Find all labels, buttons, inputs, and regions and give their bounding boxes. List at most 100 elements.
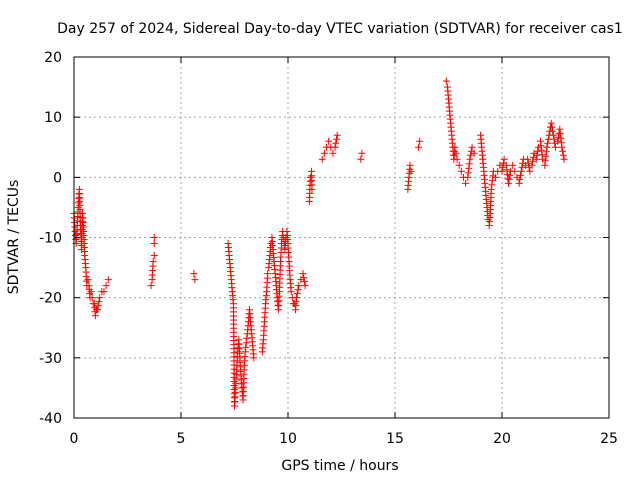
- y-tick-label: -20: [39, 291, 62, 307]
- data-point: [487, 185, 495, 193]
- x-tick-label: 25: [600, 431, 618, 447]
- data-point: [524, 159, 532, 167]
- data-point: [517, 167, 525, 175]
- chart-title: Day 257 of 2024, Sidereal Day-to-day VTE…: [57, 21, 623, 37]
- data-point: [533, 151, 541, 159]
- data-point: [442, 77, 450, 85]
- data-point: [543, 143, 551, 151]
- data-point: [554, 137, 562, 145]
- data-point: [557, 134, 565, 142]
- axis-ticks: 0 5 10 15 20 25 -40 -30 -20 -10 0 10 20: [39, 50, 618, 447]
- data-point: [499, 163, 507, 171]
- data-point: [506, 171, 514, 179]
- data-point: [293, 290, 301, 298]
- data-point: [502, 161, 510, 169]
- data-point: [492, 173, 500, 181]
- data-point: [516, 175, 524, 183]
- data-point: [320, 149, 328, 157]
- data-point: [488, 181, 496, 189]
- data-point: [504, 179, 512, 187]
- data-point: [241, 348, 249, 356]
- data-point: [541, 161, 549, 169]
- data-point: [549, 127, 557, 135]
- data-point: [149, 258, 157, 266]
- data-point: [509, 161, 517, 169]
- data-point: [538, 146, 546, 154]
- data-point: [541, 157, 549, 165]
- y-axis-label: SDTVAR / TECUs: [6, 180, 22, 295]
- data-point: [537, 142, 545, 150]
- data-point: [287, 288, 295, 296]
- data-point: [453, 155, 461, 163]
- data-marks: [70, 77, 568, 410]
- data-point: [515, 179, 523, 187]
- data-point: [542, 148, 550, 156]
- data-point: [358, 149, 366, 157]
- data-point: [557, 139, 565, 147]
- x-axis-label: GPS time / hours: [281, 458, 398, 474]
- data-point: [87, 288, 95, 296]
- data-point: [295, 282, 303, 290]
- data-point: [416, 137, 424, 145]
- data-point: [464, 173, 472, 181]
- data-point: [544, 139, 552, 147]
- y-tick-label: 20: [44, 50, 62, 66]
- data-point: [550, 135, 558, 143]
- data-point: [537, 137, 545, 145]
- data-point: [96, 294, 104, 302]
- data-point: [528, 161, 536, 169]
- data-point: [556, 125, 564, 133]
- data-point: [242, 343, 250, 351]
- x-tick-label: 0: [70, 431, 79, 447]
- data-point: [467, 151, 475, 159]
- data-point: [331, 143, 339, 151]
- data-point: [308, 185, 316, 193]
- data-point: [300, 278, 308, 286]
- data-point: [559, 147, 567, 155]
- data-point: [547, 119, 555, 127]
- data-point: [538, 151, 546, 159]
- data-point: [511, 167, 519, 175]
- data-point: [301, 282, 309, 290]
- data-point: [333, 131, 341, 139]
- x-tick-label: 15: [386, 431, 404, 447]
- data-point: [407, 167, 415, 175]
- data-point: [91, 312, 99, 320]
- data-point: [462, 179, 470, 187]
- data-point: [556, 130, 564, 138]
- data-point: [470, 149, 478, 157]
- data-point: [555, 129, 563, 137]
- data-point: [306, 173, 314, 181]
- data-point: [517, 171, 525, 179]
- data-point: [415, 143, 423, 151]
- data-point: [88, 294, 96, 302]
- data-point: [498, 167, 506, 175]
- data-point: [102, 282, 110, 290]
- data-point: [552, 143, 559, 151]
- data-point: [505, 175, 513, 183]
- data-point: [529, 157, 537, 165]
- data-point: [464, 169, 472, 177]
- data-point: [559, 151, 567, 159]
- data-point: [518, 163, 526, 171]
- data-point: [150, 240, 158, 248]
- data-point: [94, 306, 102, 314]
- data-point: [299, 270, 307, 278]
- x-tick-label: 20: [493, 431, 511, 447]
- data-point: [500, 155, 508, 163]
- data-point: [100, 288, 108, 296]
- data-point: [534, 147, 542, 155]
- data-point: [558, 143, 566, 151]
- data-point: [242, 339, 250, 347]
- data-point: [466, 155, 474, 163]
- data-point: [95, 298, 103, 306]
- data-point: [243, 334, 251, 342]
- data-point: [468, 143, 476, 151]
- data-point: [542, 152, 550, 160]
- data-point: [452, 149, 460, 157]
- data-point: [318, 155, 326, 163]
- y-tick-label: -40: [39, 411, 62, 427]
- data-point: [294, 286, 302, 294]
- data-point: [147, 282, 155, 290]
- data-point: [532, 155, 540, 163]
